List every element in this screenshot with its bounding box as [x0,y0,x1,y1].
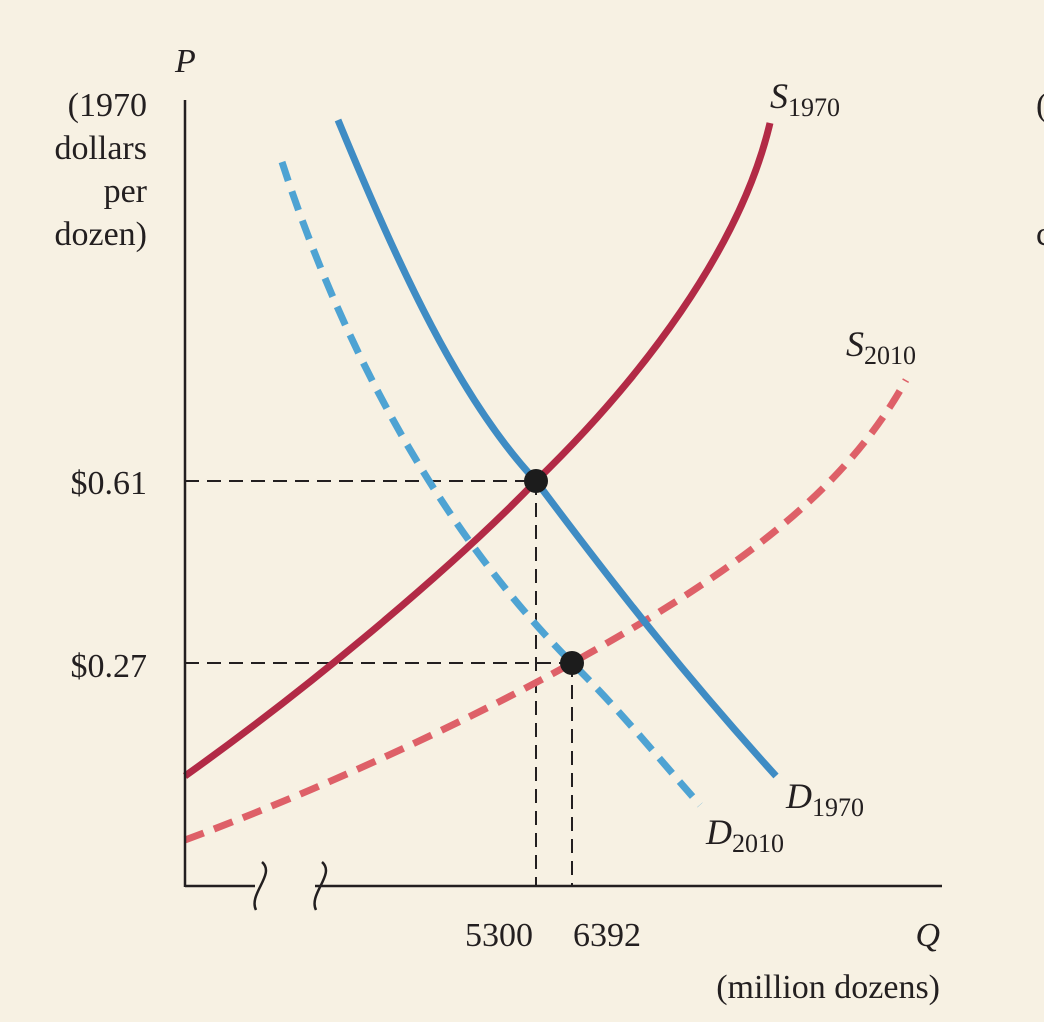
y-axis-title: P [174,43,196,80]
series-line-s1970 [182,122,774,779]
axis-break-right [313,861,328,911]
y-axis-units-line-3: per [104,173,148,210]
guide-lines [185,480,573,886]
series-label-s2010: S2010 [846,324,916,370]
series-label-s1970: S1970 [770,76,840,122]
x-tick-label-5300: 5300 [465,917,533,954]
cropped-edge-glyph-1: ( [1036,87,1044,124]
axes [183,100,942,911]
y-axis-units-line-1: (1970 [68,87,147,124]
equilibrium-point-2010 [560,651,584,675]
y-axis-units-line-2: dollars [54,130,147,167]
cropped-edge-glyph-2: c [1036,216,1044,253]
series-line-s2010 [183,378,910,844]
y-tick-label-027: $0.27 [71,648,148,685]
series-line-d1970 [334,118,779,779]
equilibrium-point-1970 [524,469,548,493]
y-axis-units-line-4: dozen) [54,216,147,253]
axis-break-left [253,861,268,911]
x-axis-title: Q [915,917,940,954]
series-line-d2010 [278,160,703,808]
y-tick-label-061: $0.61 [71,465,148,502]
x-axis-units: (million dozens) [716,969,940,1006]
series-label-d1970: D1970 [785,776,864,822]
series-label-d2010: D2010 [705,812,784,858]
x-tick-label-6392: 6392 [573,917,641,954]
